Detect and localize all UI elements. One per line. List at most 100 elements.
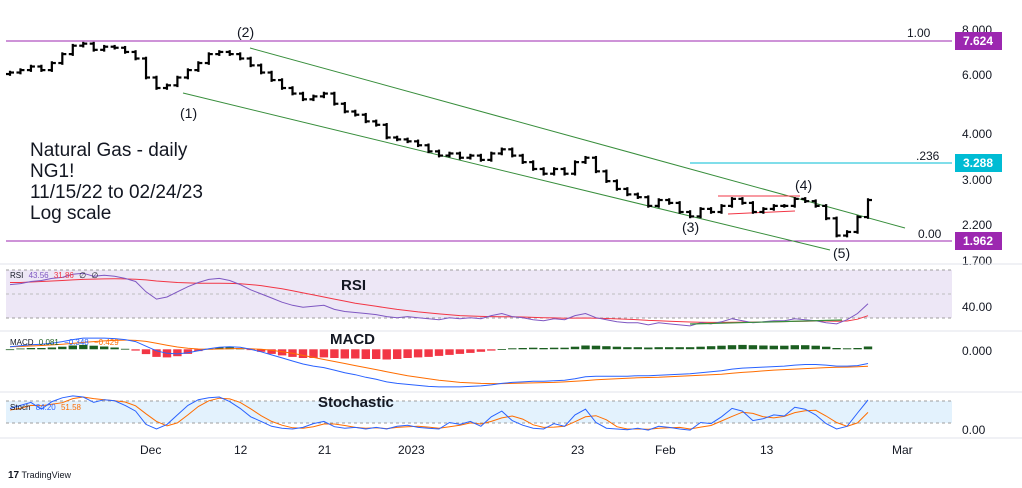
macd-histogram-bar xyxy=(623,347,632,350)
macd-histogram-bar xyxy=(706,346,716,350)
ohlc-bar xyxy=(508,147,517,158)
price-pane: 1.00 .236 0.00 (1) (2) (3) (4) (5) Natur… xyxy=(6,24,952,261)
ohlc-bar xyxy=(675,201,684,214)
macd-histogram-bar xyxy=(790,345,799,350)
x-tick-mar: Mar xyxy=(892,443,913,457)
ohlc-bar xyxy=(518,153,527,164)
tradingview-logo-mark: 17 xyxy=(8,470,20,481)
macd-histogram-bar xyxy=(424,349,433,357)
ohlc-bar xyxy=(853,215,862,234)
macd-histogram-bar xyxy=(434,349,444,356)
macd-histogram-bar xyxy=(476,349,486,352)
ohlc-bar xyxy=(58,52,67,65)
macd-histogram-bar xyxy=(120,348,130,350)
y-tick-3000: 3.000 xyxy=(962,173,992,187)
macd-histogram-bar xyxy=(141,349,151,355)
annotation-line-1: Natural Gas - daily xyxy=(30,140,188,161)
macd-histogram-bar xyxy=(811,345,820,350)
chart-annotation: Natural Gas - daily NG1! 11/15/22 to 02/… xyxy=(30,140,203,224)
y-tick-1700: 1.700 xyxy=(962,254,992,268)
ohlc-bar xyxy=(435,149,443,158)
macd-histogram-bar xyxy=(152,349,161,357)
ohlc-bar xyxy=(319,91,328,99)
ohlc-bar xyxy=(727,197,736,208)
macd-histogram-bar xyxy=(382,349,391,360)
fib-badge-100 xyxy=(955,32,1002,50)
ohlc-bar xyxy=(131,50,140,61)
ohlc-bar xyxy=(748,201,757,214)
macd-histogram-bar xyxy=(654,347,663,350)
ohlc-bar xyxy=(822,204,831,221)
macd-histogram-bar xyxy=(47,347,57,350)
macd-histogram-bar xyxy=(633,347,642,350)
wave-label-3: (3) xyxy=(682,219,699,235)
ohlc-bar xyxy=(571,160,580,176)
ohlc-bar xyxy=(100,44,109,52)
price-axis[interactable]: 8.000 6.000 4.000 3.000 2.200 1.700 7.62… xyxy=(955,23,1002,268)
ohlc-bar xyxy=(738,197,747,205)
macd-histogram-bar xyxy=(110,347,119,350)
ohlc-bar xyxy=(445,151,454,158)
rsi-legend-value: 43.56 xyxy=(29,271,50,280)
rsi-line xyxy=(9,272,869,327)
annotation-line-3: 11/15/22 to 02/24/23 xyxy=(30,182,203,203)
macd-legend-name: MACD xyxy=(10,338,34,347)
stoch-d-line xyxy=(9,396,869,430)
ohlc-bar xyxy=(278,78,287,90)
macd-histogram-bar xyxy=(759,345,768,350)
macd-pane: MACD 0.000 MACD 0.081 −0.348 −0.429 xyxy=(0,330,1022,388)
annotation-line-2: NG1! xyxy=(30,161,74,182)
ohlc-bar xyxy=(476,153,485,162)
x-tick-12: 12 xyxy=(234,443,248,457)
x-tick-23: 23 xyxy=(571,443,585,457)
ohlc-bar xyxy=(26,64,35,72)
macd-histogram-bar xyxy=(801,345,810,350)
ohlc-bar xyxy=(246,56,255,68)
rsi-legend: RSI 43.56 31.86 ∅ ∅ xyxy=(10,271,98,280)
ohlc-bar xyxy=(665,198,674,205)
fib-label-0: 0.00 xyxy=(918,227,942,241)
ohlc-bar xyxy=(550,167,559,176)
ohlc-bar xyxy=(298,91,307,102)
macd-histogram-bar xyxy=(351,349,360,359)
macd-histogram-bar xyxy=(727,345,737,350)
ohlc-bar xyxy=(330,91,339,106)
macd-legend-macd: −0.348 xyxy=(64,338,89,347)
ohlc-bar xyxy=(372,119,381,127)
macd-histogram-bar xyxy=(173,349,182,357)
macd-histogram-bar xyxy=(298,349,308,358)
macd-histogram-bar xyxy=(215,347,224,350)
fib-badge-0-text: 1.962 xyxy=(963,234,993,248)
macd-histogram-bar xyxy=(863,346,873,350)
macd-histogram-bar xyxy=(256,349,266,352)
macd-histogram-bar xyxy=(26,348,36,350)
macd-histogram-bar xyxy=(225,347,234,350)
ohlc-bar xyxy=(89,41,98,52)
macd-histogram-bar xyxy=(675,347,684,350)
macd-histogram-bar xyxy=(539,348,548,350)
macd-histogram-bar xyxy=(602,346,611,350)
stoch-pane: Stochastic 0.00 Stoch 84.20 51.58 xyxy=(0,391,1022,437)
macd-histogram-bar xyxy=(842,348,852,350)
macd-histogram-bar xyxy=(497,349,506,350)
ohlc-bar xyxy=(215,50,224,56)
rsi-pane: RSI 40.00 RSI 43.56 31.86 ∅ ∅ xyxy=(0,263,1022,327)
macd-histogram-bar xyxy=(487,349,496,351)
macd-histogram-bar xyxy=(591,345,601,350)
ohlc-bar xyxy=(257,63,266,75)
macd-histogram-bar xyxy=(570,346,580,350)
ohlc-bar xyxy=(183,68,192,80)
time-axis[interactable]: Dec 12 21 2023 23 Feb 13 Mar xyxy=(0,437,1022,457)
stoch-legend: Stoch 84.20 51.58 xyxy=(10,403,82,412)
x-tick-2023: 2023 xyxy=(398,443,425,457)
macd-tick-0: 0.000 xyxy=(962,344,992,358)
macd-histogram-bar xyxy=(393,349,402,359)
macd-histogram-bar xyxy=(560,347,569,350)
ohlc-bar xyxy=(162,83,171,90)
stoch-band xyxy=(6,401,952,423)
ohlc-bar xyxy=(173,75,182,88)
macd-histogram-bar xyxy=(183,349,193,354)
wave-label-1: (1) xyxy=(180,105,197,121)
macd-histogram-bar xyxy=(37,348,46,350)
